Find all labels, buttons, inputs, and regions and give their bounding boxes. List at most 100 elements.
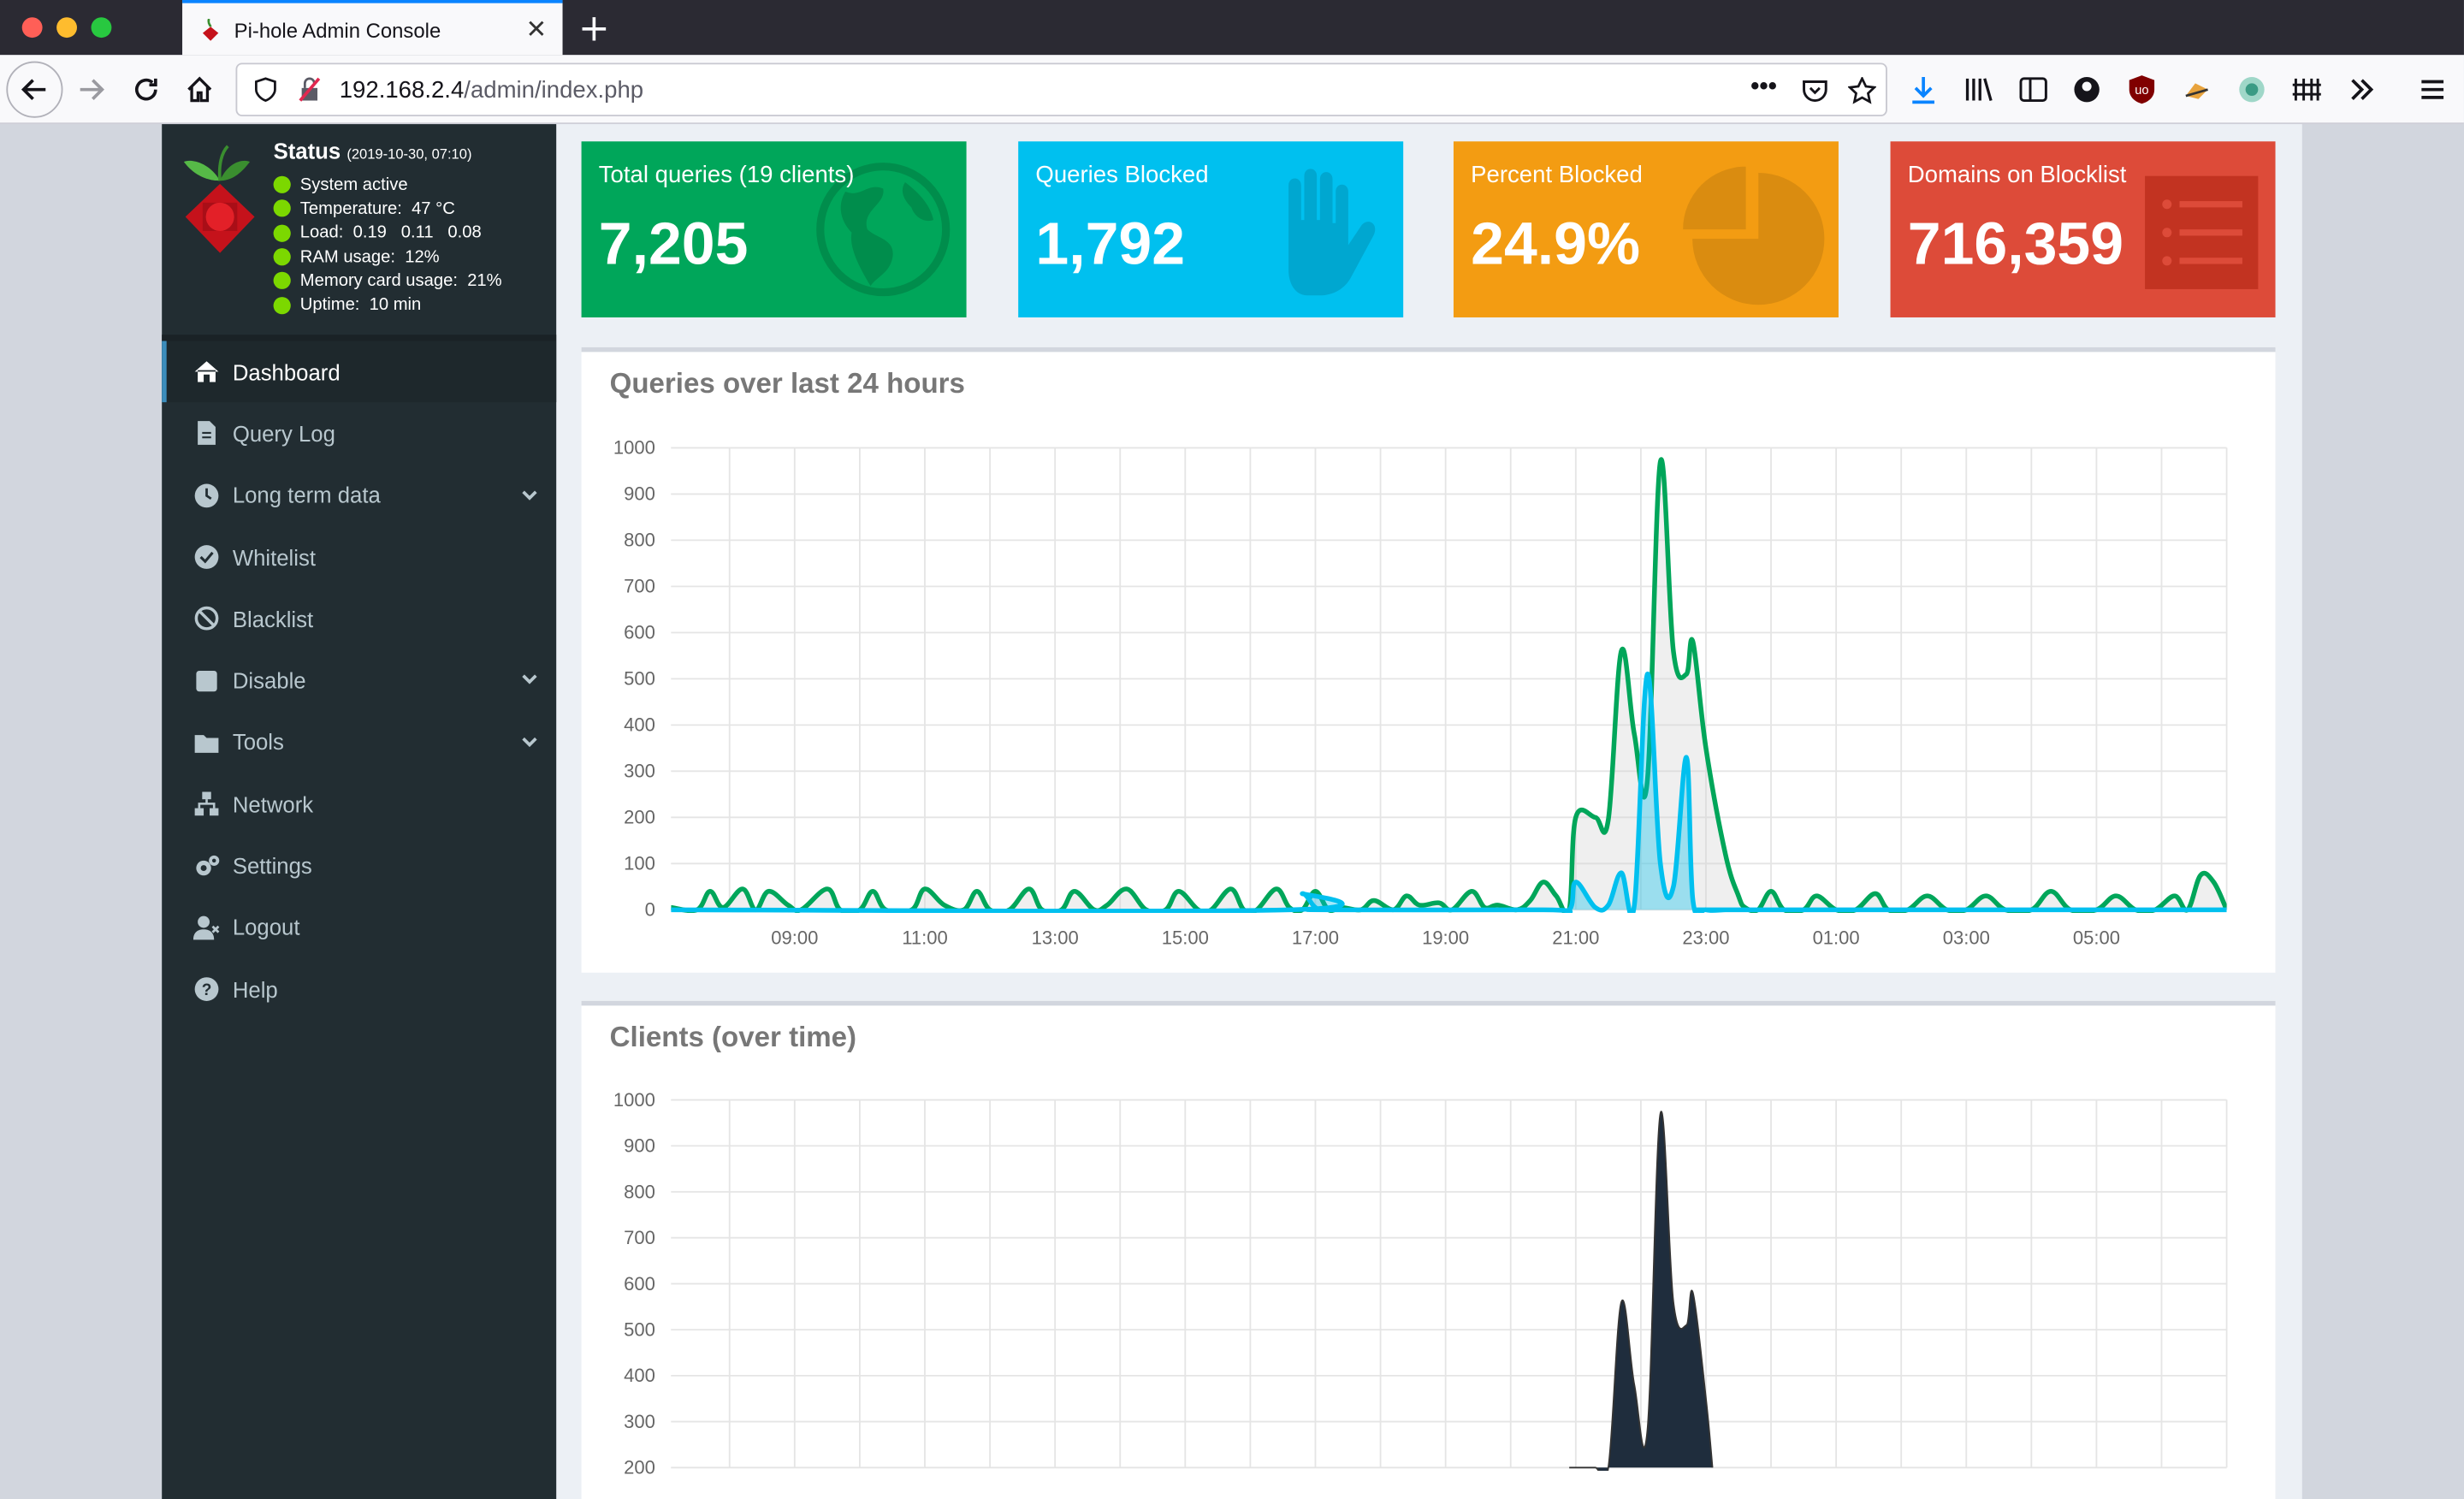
url-text: 192.168.2.4/admin/index.php <box>340 77 643 104</box>
sidebar-item-network[interactable]: Network <box>162 773 556 835</box>
sidebar-item-whitelist[interactable]: Whitelist <box>162 526 556 588</box>
forward-button[interactable] <box>66 64 116 115</box>
series-area <box>1569 1111 1713 1471</box>
y-tick-label: 600 <box>624 622 655 643</box>
sidebar-item-label: Network <box>232 791 314 817</box>
status-line-text: System active <box>299 175 408 195</box>
sidebar-item-label: Logout <box>232 915 300 940</box>
sidebar-item-blacklist[interactable]: Blacklist <box>162 588 556 649</box>
x-tick-label: 05:00 <box>2073 927 2120 949</box>
insecure-lock-icon[interactable] <box>297 77 322 102</box>
status-line-text: RAM usage: 12% <box>299 247 440 267</box>
bookmark-star-icon[interactable] <box>1847 76 1877 105</box>
stop-icon <box>193 667 220 694</box>
sidebar-icon[interactable] <box>2017 74 2049 105</box>
x-tick-label: 21:00 <box>1552 927 1599 949</box>
new-tab-button[interactable]: + <box>578 6 610 50</box>
sidebar-item-label: Whitelist <box>232 544 317 570</box>
status-line: Uptime: 10 min <box>273 293 502 317</box>
series-line <box>1569 1111 1714 1471</box>
sidebar-item-tools[interactable]: Tools <box>162 712 556 773</box>
y-tick-label: 400 <box>624 1365 655 1386</box>
sidebar-item-disable[interactable]: Disable <box>162 649 556 711</box>
close-window-button[interactable] <box>21 17 43 39</box>
y-tick-label: 100 <box>624 853 655 874</box>
extension-icon[interactable] <box>2181 74 2212 105</box>
extension-grid-icon[interactable] <box>2291 74 2323 105</box>
hand-icon <box>1288 169 1376 296</box>
chevron-down-icon <box>520 483 539 508</box>
url-host: 192.168.2.4 <box>339 76 465 104</box>
chart-grid <box>671 447 2228 911</box>
svg-text:?: ? <box>202 981 212 999</box>
stat-value: 716,359 <box>1907 211 2124 279</box>
sidebar: Status (2019-10-30, 07:10) System active… <box>162 124 557 1499</box>
status-line: Load: 0.19 0.11 0.08 <box>273 221 502 245</box>
sidebar-item-query-log[interactable]: Query Log <box>162 403 556 465</box>
tab-close-icon[interactable]: ✕ <box>525 17 548 44</box>
pie-chart-icon <box>1683 166 1825 305</box>
status-dot-icon <box>273 296 291 314</box>
minimize-window-button[interactable] <box>56 17 77 39</box>
y-tick-label: 0 <box>645 899 655 921</box>
y-tick-label: 1000 <box>613 1089 655 1111</box>
y-tick-label: 300 <box>624 761 655 782</box>
sidebar-item-dashboard[interactable]: Dashboard <box>162 341 557 403</box>
clients-chart-box: Clients (over time) 200 300 400 500 600 700 80… <box>581 1000 2276 1499</box>
x-tick-label: 09:00 <box>771 927 818 949</box>
pihole-app: Status (2019-10-30, 07:10) System active… <box>162 124 2302 1499</box>
page-actions-icon[interactable]: ••• <box>1750 74 1777 101</box>
y-tick-label: 800 <box>624 530 655 551</box>
sidebar-item-label: Settings <box>232 853 312 879</box>
x-tick-label: 13:00 <box>1032 927 1079 949</box>
sidebar-item-logout[interactable]: Logout <box>162 897 556 958</box>
forward-arrow-icon <box>80 79 104 100</box>
cogs-icon <box>193 852 220 879</box>
stat-box-domains-blocklist: Domains on Blocklist 716,359 <box>1890 141 2276 317</box>
x-tick-label: 23:00 <box>1682 927 1729 949</box>
reload-button[interactable] <box>121 64 171 115</box>
series-line <box>671 672 2227 914</box>
back-arrow-icon <box>21 79 46 100</box>
y-tick-label: 700 <box>624 576 655 597</box>
browser-tab[interactable]: Pi-hole Admin Console ✕ <box>182 0 563 56</box>
home-button[interactable] <box>175 64 225 115</box>
sidebar-item-long-term-data[interactable]: Long term data <box>162 465 556 526</box>
page-viewport: Status (2019-10-30, 07:10) System active… <box>0 124 2464 1499</box>
downloads-icon[interactable] <box>1908 74 1940 105</box>
y-tick-label: 900 <box>624 483 655 505</box>
browser-tab-bar: Pi-hole Admin Console ✕ + <box>0 0 2464 56</box>
y-tick-label: 500 <box>624 668 655 690</box>
hamburger-menu-icon[interactable] <box>2417 74 2449 105</box>
address-bar[interactable]: 192.168.2.4/admin/index.php ••• <box>235 62 1887 116</box>
file-icon <box>193 420 220 447</box>
shield-icon[interactable] <box>253 77 278 102</box>
maximize-window-button[interactable] <box>91 17 112 39</box>
status-title: Status (2019-10-30, 07:10) <box>274 139 472 163</box>
y-tick-label: 300 <box>624 1411 655 1432</box>
library-icon[interactable] <box>1963 74 1994 105</box>
stat-value: 7,205 <box>598 211 749 279</box>
series-area <box>671 459 2227 914</box>
sidebar-item-help[interactable]: ? Help <box>162 958 556 1020</box>
x-tick-label: 01:00 <box>1813 927 1860 949</box>
account-icon[interactable] <box>2071 74 2103 105</box>
status-list: System active Temperature: 47 °C Load: 0.1… <box>273 173 502 317</box>
pocket-icon[interactable] <box>1801 77 1829 105</box>
extension-globe-icon[interactable] <box>2236 74 2268 105</box>
pihole-favicon-icon <box>202 19 219 41</box>
queries-chart-box: Queries over last 24 hours 0 100 200 300 400… <box>581 347 2276 973</box>
status-line-text: Temperature: 47 °C <box>299 199 455 219</box>
url-path: /admin/index.php <box>464 76 644 104</box>
y-tick-label: 700 <box>624 1227 655 1248</box>
overflow-chevron-icon[interactable] <box>2346 74 2378 105</box>
back-button[interactable] <box>6 61 63 118</box>
sidebar-item-label: Dashboard <box>232 358 341 385</box>
svg-text:uo: uo <box>2135 84 2148 98</box>
x-tick-label: 11:00 <box>902 927 947 949</box>
chevron-down-icon <box>520 731 539 755</box>
status-dot-icon <box>273 175 291 194</box>
ublock-icon[interactable]: uo <box>2126 74 2158 105</box>
status-panel: Status (2019-10-30, 07:10) System active… <box>162 124 556 335</box>
sidebar-item-settings[interactable]: Settings <box>162 835 556 897</box>
